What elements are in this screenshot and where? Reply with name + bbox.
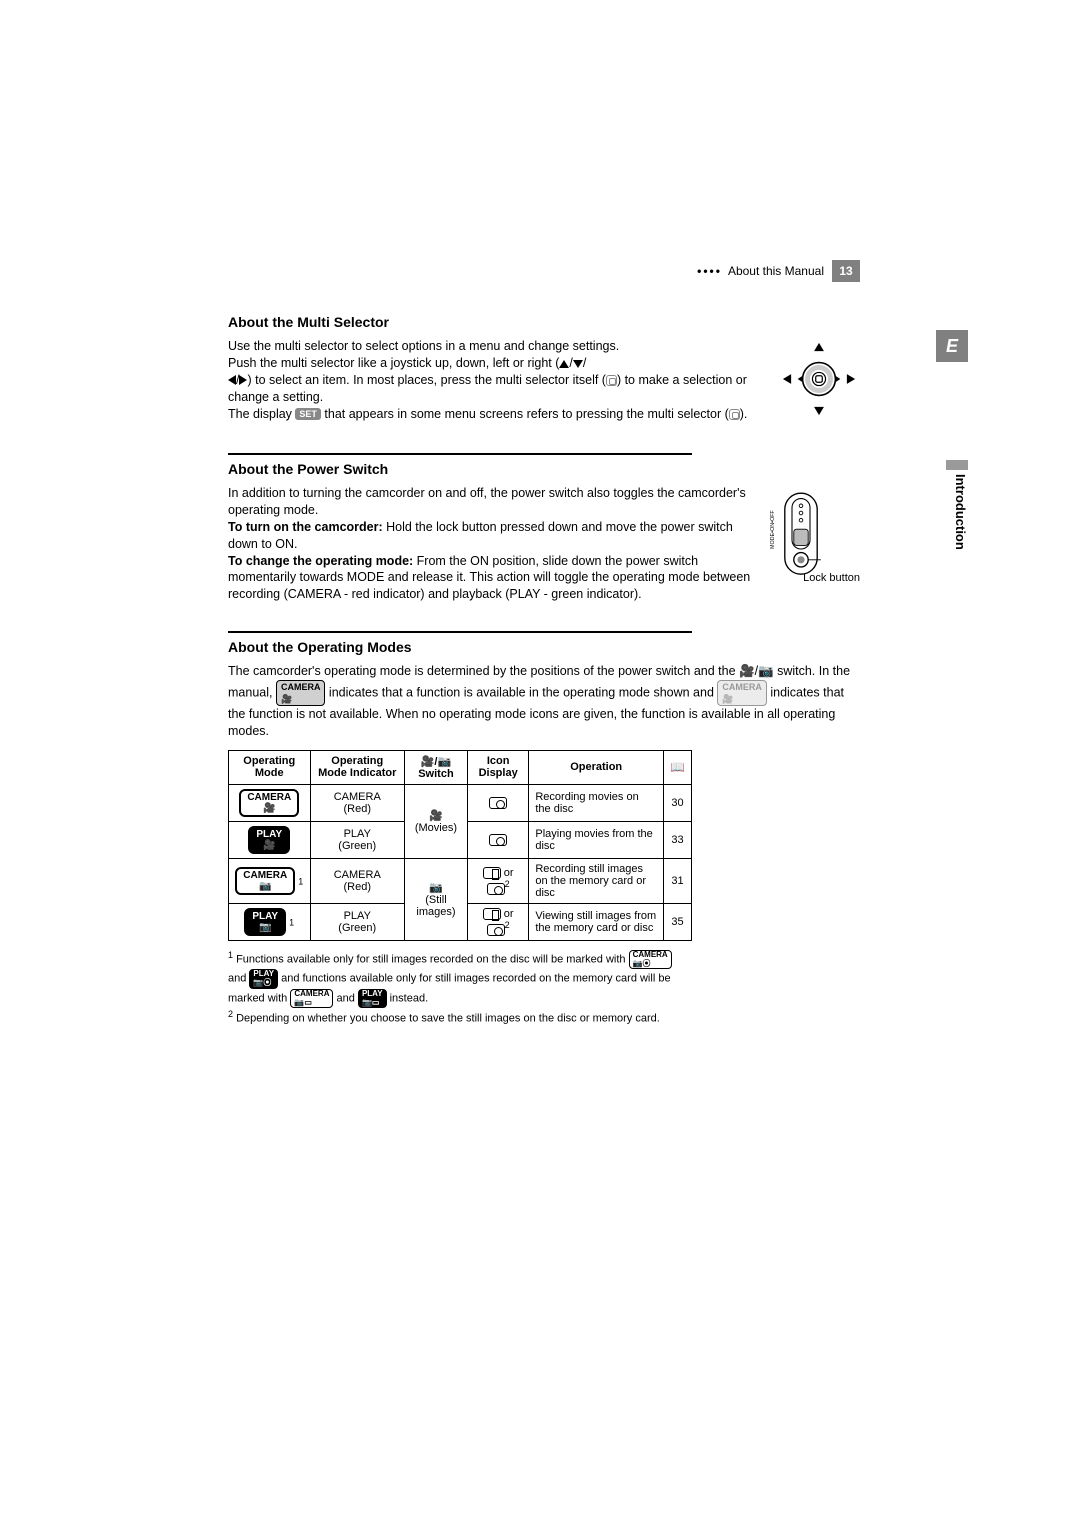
memcard-icon (483, 867, 501, 879)
camera-mode-pill: CAMERA📷 (235, 867, 295, 895)
mode-unavailable-icon: CAMERA🎥 (717, 680, 767, 706)
multi-selector-diagram (778, 338, 860, 425)
page-number: 13 (832, 260, 860, 282)
multi-selector-text: Use the multi selector to select options… (228, 338, 764, 425)
language-indicator: E (936, 330, 968, 362)
switch-movies: 🎥(Movies) (404, 784, 467, 858)
col-mode-indicator: Operating Mode Indicator (310, 750, 404, 784)
movie-still-switch-icon: 🎥/📷 (739, 664, 774, 678)
section-divider (228, 631, 692, 633)
ms-p3: The display SET that appears in some men… (228, 406, 764, 423)
side-chapter-label: Introduction (953, 474, 968, 550)
table-header-row: Operating Mode Operating Mode Indicator … (229, 750, 692, 784)
header-dots: •••• (697, 264, 722, 278)
mode-label: MODE•ON•OFF (770, 510, 776, 549)
lock-button-label: Lock button (803, 572, 860, 584)
book-icon (670, 762, 685, 774)
ps-p3: To change the operating mode: From the O… (228, 553, 751, 604)
header-text: About this Manual (728, 264, 824, 278)
disc-record-icon (489, 797, 507, 809)
power-switch-diagram: MODE•ON•OFF Lock button (765, 485, 860, 603)
ms-p1: Use the multi selector to select options… (228, 338, 764, 355)
table-row: CAMERA🎥 CAMERA(Red) 🎥(Movies) Recording … (229, 784, 692, 821)
ps-p1: In addition to turning the camcorder on … (228, 485, 751, 519)
ps-p2: To turn on the camcorder: Hold the lock … (228, 519, 751, 553)
memcard-icon (483, 908, 501, 920)
play-mem-pill: PLAY📷▭ (358, 989, 387, 1009)
footnotes: 1 Functions available only for still ima… (228, 949, 692, 1027)
section-operating-modes: About the Operating Modes The camcorder'… (228, 631, 860, 1027)
selector-press-icon (729, 409, 740, 420)
arrow-up-icon (559, 360, 569, 368)
operating-modes-intro: The camcorder's operating mode is determ… (228, 663, 860, 740)
footnote-1: 1 Functions available only for still ima… (228, 949, 692, 1009)
footnote-2: 2 Depending on whether you choose to sav… (228, 1008, 692, 1027)
play-mode-pill: PLAY🎥 (248, 826, 290, 854)
table-row: CAMERA📷 1 CAMERA(Red) 📷(Still images) or… (229, 858, 692, 903)
mode-available-icon: CAMERA🎥 (276, 680, 326, 706)
camera-mem-pill: CAMERA📷▭ (290, 989, 333, 1009)
col-icon-display: Icon Display (467, 750, 528, 784)
section-multi-selector: About the Multi Selector Use the multi s… (228, 314, 860, 425)
selector-press-icon (606, 375, 617, 386)
section-title: About the Power Switch (228, 461, 860, 477)
section-title: About the Multi Selector (228, 314, 860, 330)
camera-mode-pill: CAMERA🎥 (239, 789, 299, 817)
arrow-left-icon (228, 375, 236, 385)
power-switch-text: In addition to turning the camcorder on … (228, 485, 751, 603)
col-page-ref (664, 750, 692, 784)
col-switch: 🎥/📷Switch (404, 750, 467, 784)
arrow-down-icon (573, 360, 583, 368)
col-operation: Operation (529, 750, 664, 784)
disc-icon (487, 883, 505, 895)
disc-icon (487, 924, 505, 936)
page-content: •••• About this Manual 13 E Introduction… (0, 0, 1080, 1027)
play-disc-pill: PLAY📷⦿ (249, 969, 278, 989)
page-header: •••• About this Manual 13 (228, 260, 860, 282)
section-title: About the Operating Modes (228, 639, 860, 655)
operating-modes-table: Operating Mode Operating Mode Indicator … (228, 750, 692, 941)
section-power-switch: About the Power Switch In addition to tu… (228, 453, 860, 603)
camera-disc-pill: CAMERA📷⦿ (629, 950, 672, 970)
set-icon: SET (295, 408, 321, 420)
play-mode-pill: PLAY📷 (244, 908, 286, 936)
switch-still: 📷(Still images) (404, 858, 467, 940)
side-tab-bar (946, 460, 968, 470)
section-divider (228, 453, 692, 455)
ms-p2: Push the multi selector like a joystick … (228, 355, 764, 406)
disc-play-icon (489, 834, 507, 846)
col-operating-mode: Operating Mode (229, 750, 311, 784)
